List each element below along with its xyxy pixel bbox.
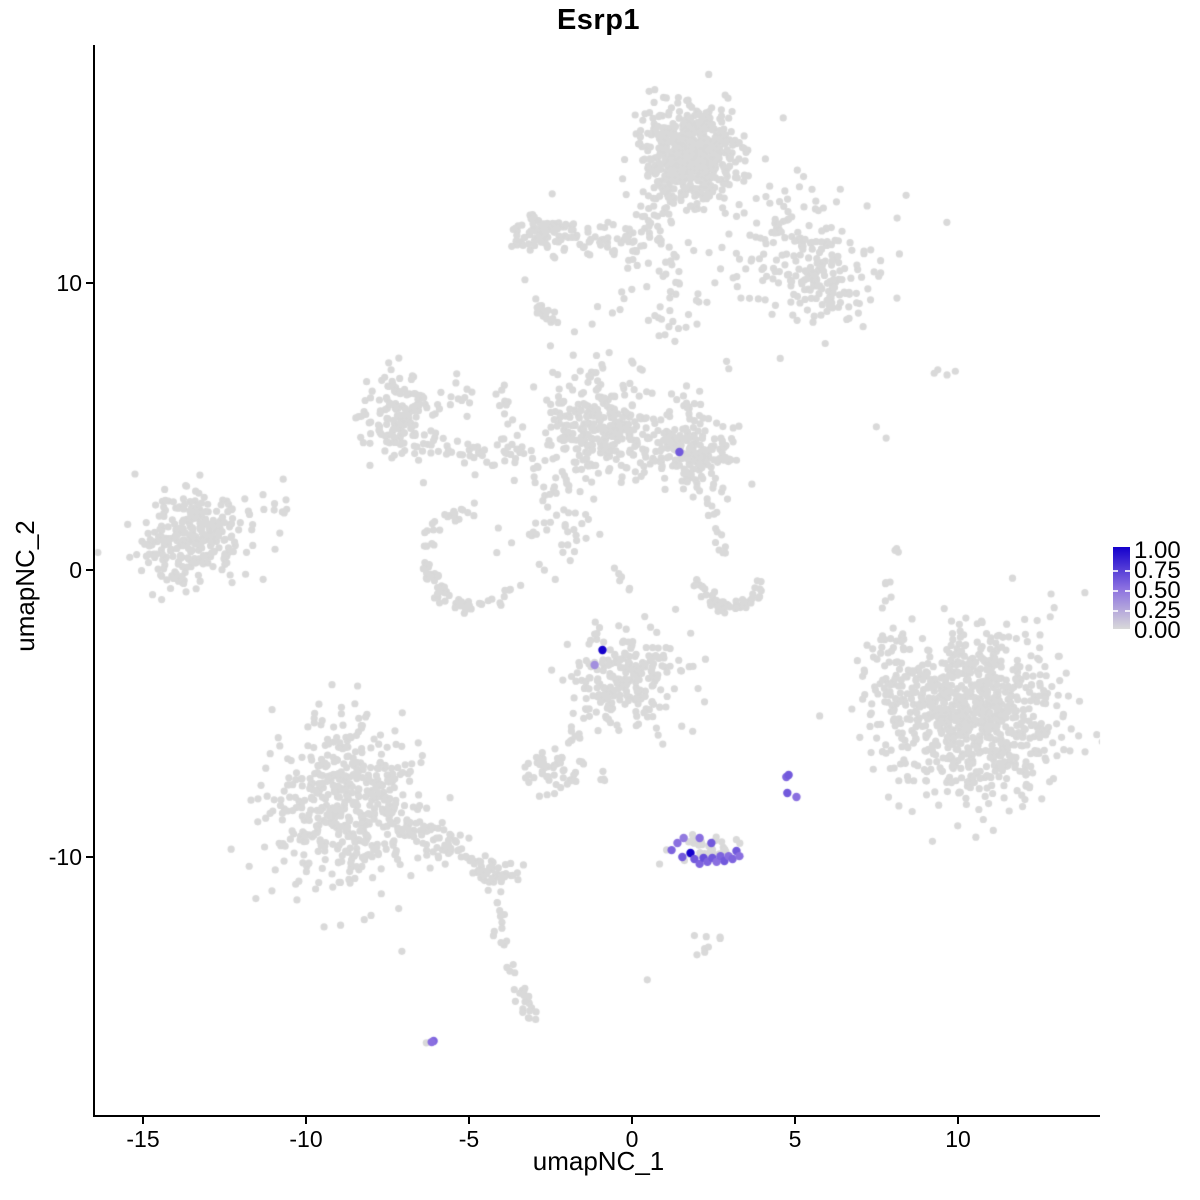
- x-tick-mark: [142, 1117, 144, 1124]
- legend-gradient-bar: [1113, 547, 1130, 629]
- legend-label: 0.50: [1134, 577, 1181, 604]
- x-tick-label: -15: [126, 1126, 160, 1152]
- x-tick-mark: [957, 1117, 959, 1124]
- x-tick-label: -5: [458, 1126, 480, 1152]
- legend-tick-mark: [1113, 590, 1118, 592]
- legend-tick-mark: [1125, 570, 1130, 572]
- x-axis-line: [93, 1115, 1100, 1117]
- legend-tick-mark: [1113, 610, 1118, 612]
- legend-tick-mark: [1125, 610, 1130, 612]
- x-tick-label: 0: [625, 1126, 639, 1152]
- x-axis-title: umapNC_1: [532, 1146, 665, 1176]
- legend-label: 0.00: [1134, 617, 1181, 644]
- x-tick-mark: [794, 1117, 796, 1124]
- x-tick-label: 10: [945, 1126, 971, 1152]
- x-tick-label: -10: [289, 1126, 323, 1152]
- legend-tick-mark: [1125, 590, 1130, 592]
- legend-tick-mark: [1113, 570, 1118, 572]
- x-tick-label: 5: [788, 1126, 802, 1152]
- plot-title: Esrp1: [556, 4, 641, 36]
- legend-label: 0.75: [1134, 557, 1181, 584]
- y-tick-label: 10: [56, 270, 82, 296]
- y-tick-mark: [86, 569, 93, 571]
- x-tick-mark: [305, 1117, 307, 1124]
- legend-label: 1.00: [1134, 537, 1181, 564]
- y-tick-mark: [86, 856, 93, 858]
- y-tick-label: -10: [48, 844, 82, 870]
- x-tick-mark: [468, 1117, 470, 1124]
- y-tick-mark: [86, 282, 93, 284]
- y-tick-label: 0: [69, 557, 82, 583]
- y-axis-line: [93, 45, 95, 1117]
- x-tick-mark: [631, 1117, 633, 1124]
- y-axis-title: umapNC_2: [10, 520, 40, 652]
- legend-label: 0.25: [1134, 597, 1181, 624]
